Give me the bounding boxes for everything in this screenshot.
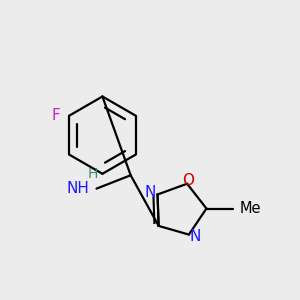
- Text: N: N: [144, 185, 156, 200]
- Text: O: O: [183, 173, 195, 188]
- Text: H: H: [87, 167, 98, 181]
- Text: Me: Me: [239, 201, 261, 216]
- Text: NH: NH: [66, 181, 89, 196]
- Text: N: N: [190, 229, 201, 244]
- Text: F: F: [51, 108, 60, 123]
